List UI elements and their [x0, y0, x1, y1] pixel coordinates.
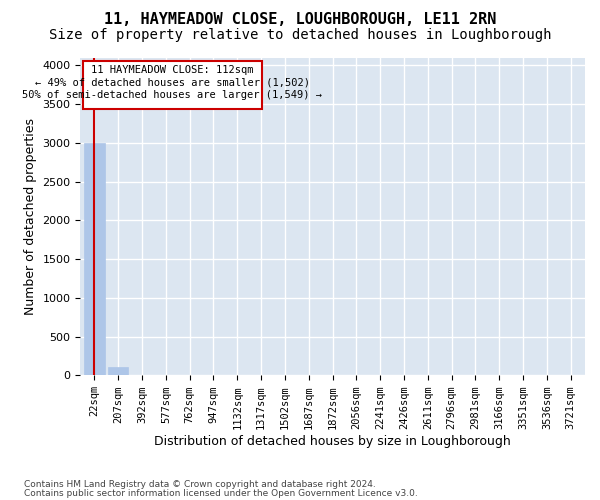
Text: 11, HAYMEADOW CLOSE, LOUGHBOROUGH, LE11 2RN: 11, HAYMEADOW CLOSE, LOUGHBOROUGH, LE11 … [104, 12, 496, 28]
Text: 50% of semi-detached houses are larger (1,549) →: 50% of semi-detached houses are larger (… [22, 90, 322, 100]
Y-axis label: Number of detached properties: Number of detached properties [24, 118, 37, 315]
X-axis label: Distribution of detached houses by size in Loughborough: Distribution of detached houses by size … [154, 434, 511, 448]
Text: ← 49% of detached houses are smaller (1,502): ← 49% of detached houses are smaller (1,… [35, 78, 310, 88]
FancyBboxPatch shape [83, 60, 262, 108]
Text: 11 HAYMEADOW CLOSE: 112sqm: 11 HAYMEADOW CLOSE: 112sqm [91, 65, 254, 75]
Text: Contains public sector information licensed under the Open Government Licence v3: Contains public sector information licen… [24, 489, 418, 498]
Bar [84, 143, 104, 376]
Text: Contains HM Land Registry data © Crown copyright and database right 2024.: Contains HM Land Registry data © Crown c… [24, 480, 376, 489]
Bar [108, 367, 128, 376]
Text: Size of property relative to detached houses in Loughborough: Size of property relative to detached ho… [49, 28, 551, 42]
